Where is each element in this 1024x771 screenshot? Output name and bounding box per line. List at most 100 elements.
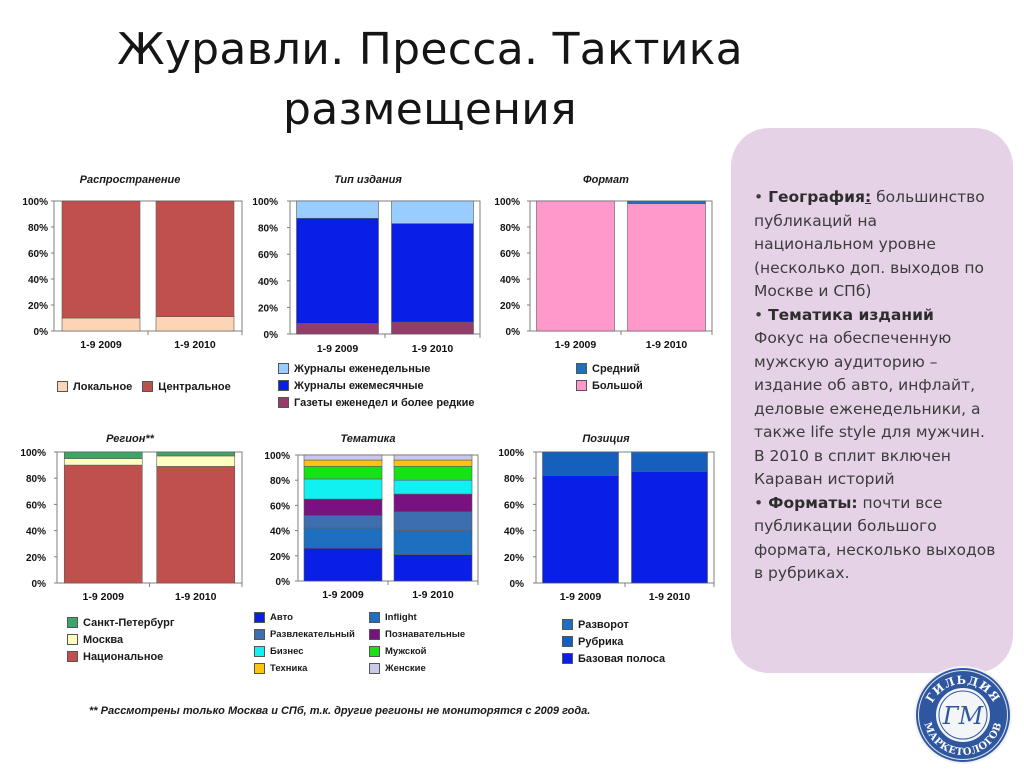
y-tick-label: 80%: [504, 474, 524, 485]
bar-segment: [536, 200, 615, 332]
legend-swatch: [254, 663, 265, 674]
y-tick-label: 60%: [26, 500, 46, 511]
chart-title: Позиция: [582, 433, 630, 445]
legend-label: Санкт-Петербург: [83, 616, 175, 629]
legend-swatch: [67, 651, 78, 662]
y-tick-label: 100%: [22, 197, 48, 208]
legend-item: Познавательные: [369, 626, 484, 643]
legend-label: Национальное: [83, 650, 164, 663]
legend-item: Большой: [576, 377, 643, 394]
bar-segment: [542, 475, 619, 584]
side-block-geography: • География: большинство публикаций на н…: [754, 186, 998, 304]
legend-item: Разворот: [562, 616, 665, 633]
bar-segment: [156, 451, 236, 457]
legend-label: Inflight: [385, 612, 417, 623]
bar-segment: [156, 455, 236, 467]
legend-label: Мужской: [385, 646, 427, 657]
bar-segment: [63, 451, 143, 459]
y-tick-label: 0%: [276, 577, 291, 588]
slide-title: Журавли. Пресса. Тактика размещения: [100, 20, 760, 140]
legend-item: Национальное: [67, 648, 174, 665]
chart-legend: Разворот Рубрика Базовая полоса: [562, 616, 665, 667]
y-tick-label: 20%: [258, 303, 278, 314]
legend-swatch: [562, 653, 573, 664]
x-tick-label: 1-9 2009: [560, 591, 602, 603]
chart-poziciya: Позиция 100% 80% 60% 40% 20% 0% 1-9 2009 1-9 20…: [486, 432, 726, 692]
chart-plot: 100% 80% 60% 40% 20% 0% 1-9 2009 1-9 2010: [264, 451, 479, 601]
geography-heading: География: [768, 188, 865, 206]
legend-swatch: [142, 381, 154, 392]
bar-segment: [631, 451, 708, 454]
bar-segment: [631, 453, 708, 472]
legend-label: Локальное: [73, 380, 133, 393]
side-panel-text: • География: большинство публикаций на н…: [754, 186, 998, 586]
chart-tip-izdaniya: Тип издания 100% 80% 60% 40% 20% 0% 1-9 2009 1-…: [248, 172, 488, 432]
legend-swatch: [254, 646, 265, 657]
y-tick-label: 40%: [504, 527, 524, 538]
bar-segment: [303, 466, 383, 480]
y-tick-label: 60%: [500, 249, 520, 260]
slide-title-line-1: Журавли. Пресса. Тактика: [117, 24, 743, 75]
topics-heading: Тематика изданий: [768, 305, 934, 324]
bar-segment: [303, 515, 383, 529]
side-block-formats: • Форматы: почти все публикации большого…: [754, 492, 998, 586]
legend-label: Развлекательный: [270, 629, 355, 640]
y-tick-label: 60%: [28, 249, 48, 260]
legend-item: Inflight: [369, 609, 484, 626]
y-tick-label: 40%: [258, 277, 278, 288]
bar-segment: [391, 200, 474, 224]
bar-segment: [393, 479, 473, 495]
guild-seal-icon: ГИЛЬДИЯ МАРКЕТОЛОГОВ ГМ: [914, 666, 1012, 764]
y-tick-label: 0%: [34, 327, 49, 338]
y-tick-label: 80%: [28, 223, 48, 234]
y-tick-label: 0%: [264, 330, 279, 341]
legend-swatch: [369, 612, 380, 623]
legend-item: Бизнес: [254, 643, 369, 660]
x-tick-label: 1-9 2009: [555, 339, 597, 351]
bar-segment: [303, 478, 383, 500]
legend-item: Авто: [254, 609, 369, 626]
bar-segment: [391, 321, 474, 335]
formats-separator: :: [851, 493, 858, 512]
bar-segment: [63, 458, 143, 466]
bar-segment: [303, 459, 383, 467]
chart-title: Тематика: [340, 433, 396, 445]
bar-segment: [155, 316, 235, 332]
legend-label: Москва: [83, 633, 124, 646]
legend-swatch: [369, 629, 380, 640]
legend-swatch: [576, 380, 587, 391]
y-tick-label: 20%: [504, 553, 524, 564]
chart-plot: 100% 80% 60% 40% 20% 0% 1-9 2009 1-9 2010: [22, 197, 243, 351]
legend-item: Центральное: [142, 378, 231, 395]
legend-item: Базовая полоса: [562, 650, 665, 667]
chart-legend: Санкт-Петербург Москва Национальное: [67, 614, 174, 665]
chart-tematika: Тематика 100% 80% 60% 40% 20% 0% 1-9 2009 1-9 2…: [248, 432, 488, 692]
topics-text: Фокус на обеспеченную мужскую аудиторию …: [754, 329, 985, 488]
legend-item: Женские: [369, 660, 484, 677]
legend-item: Журналы еженедельные: [278, 360, 475, 377]
x-tick-label: 1-9 2010: [412, 589, 454, 601]
bar-segment: [393, 454, 473, 461]
bar-segment: [156, 466, 236, 584]
x-tick-label: 1-9 2009: [322, 589, 364, 601]
y-tick-label: 80%: [500, 223, 520, 234]
legend-label: Познавательные: [385, 629, 466, 640]
legend-label: Средний: [592, 362, 640, 375]
y-tick-label: 20%: [26, 553, 46, 564]
y-tick-label: 40%: [26, 527, 46, 538]
svg-text:ГМ: ГМ: [942, 702, 985, 730]
bar-segment: [393, 459, 473, 467]
chart-title: Формат: [583, 174, 629, 186]
chart-format: Формат 100% 80% 60% 40% 20% 0% 1-9 2009 1-9 201…: [486, 172, 726, 432]
guild-seal-logo: ГИЛЬДИЯ МАРКЕТОЛОГОВ ГМ: [912, 664, 1014, 766]
legend-label: Большой: [592, 379, 643, 392]
y-tick-label: 60%: [258, 250, 278, 261]
y-tick-label: 20%: [28, 301, 48, 312]
legend-item: Мужской: [369, 643, 484, 660]
legend-item: Локальное: [57, 378, 132, 395]
legend-item: Развлекательный: [254, 626, 369, 643]
y-tick-label: 40%: [28, 275, 48, 286]
x-tick-label: 1-9 2010: [175, 591, 217, 603]
bar-segment: [303, 498, 383, 516]
side-panel: [731, 128, 1013, 673]
